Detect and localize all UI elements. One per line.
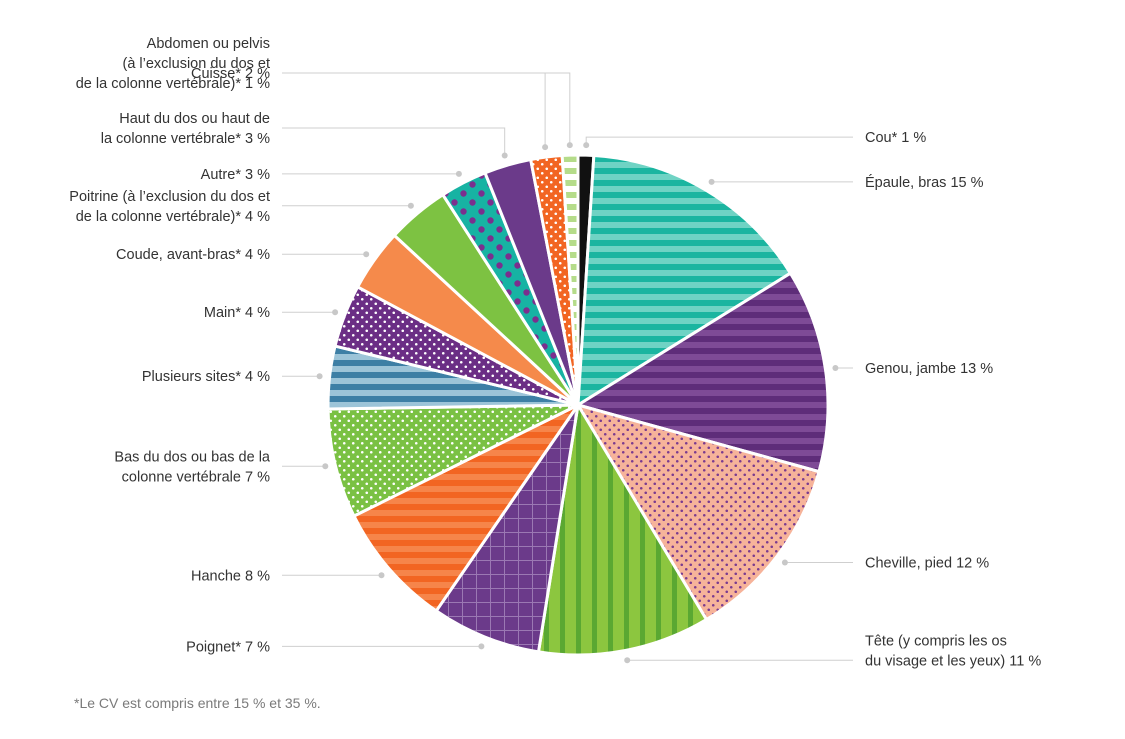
pie-slice [352, 403, 580, 613]
callout-dot [708, 178, 715, 185]
slice-label: Autre* 3 % [201, 167, 270, 183]
callout-dot [478, 643, 485, 650]
pie-slice [560, 153, 580, 407]
pie-slice [576, 403, 821, 621]
pie-slice [434, 403, 580, 654]
slice-label: Hanche 8 % [191, 568, 270, 584]
callout-dot [363, 251, 370, 258]
callout-dot [781, 559, 788, 566]
callout-dot [501, 152, 508, 159]
slice-label: Tête (y compris les os du visage et les y… [865, 633, 1041, 669]
slice-label: Cheville, pied 12 % [865, 556, 989, 572]
slice-label: Poignet* 7 % [186, 639, 270, 655]
callout-dot [316, 373, 323, 380]
callout-dot [332, 309, 339, 316]
callout-line [585, 136, 853, 146]
slice-labels: Cou* 1 % Épaule, bras 15 % Genou, jambe 13… [69, 36, 1041, 669]
callout-dot [624, 657, 631, 664]
callout-lines [282, 72, 853, 664]
slice-label: Poitrine (à l’exclusion du dos et de la c… [69, 189, 270, 225]
pie-slices [326, 153, 830, 657]
callout-dot [455, 170, 462, 177]
footnote: *Le CV est compris entre 15 % et 35 %. [74, 695, 321, 711]
callout-line [282, 127, 506, 156]
pie-slice [326, 403, 580, 518]
callout-dot [583, 142, 590, 149]
callout-dot [542, 144, 549, 151]
slice-label: Main* 4 % [204, 305, 270, 321]
callout-line [282, 72, 546, 148]
callout-line [282, 72, 571, 146]
pie-slice [576, 154, 792, 407]
slice-label: Épaule, bras 15 % [865, 174, 984, 191]
slice-label: Abdomen ou pelvis (à l’exclusion du dos e… [76, 36, 270, 92]
callout-dot [566, 142, 573, 149]
slice-label: Bas du dos ou bas de la colonne vertébral… [114, 449, 271, 485]
slice-label: Cou* 1 % [865, 130, 926, 146]
callout-dot [322, 463, 329, 470]
slice-label: Genou, jambe 13 % [865, 361, 993, 377]
pie-slice [537, 403, 708, 657]
callout-dot [378, 572, 385, 579]
callout-dot [407, 202, 414, 209]
slice-label: Haut du dos ou haut de la colonne vertébr… [101, 111, 270, 147]
slice-label: Cuisse* 2 % [191, 66, 270, 82]
callout-dot [832, 365, 839, 371]
slice-label: Plusieurs sites* 4 % [142, 369, 270, 385]
slice-label: Coude, avant-bras* 4 % [116, 247, 270, 263]
